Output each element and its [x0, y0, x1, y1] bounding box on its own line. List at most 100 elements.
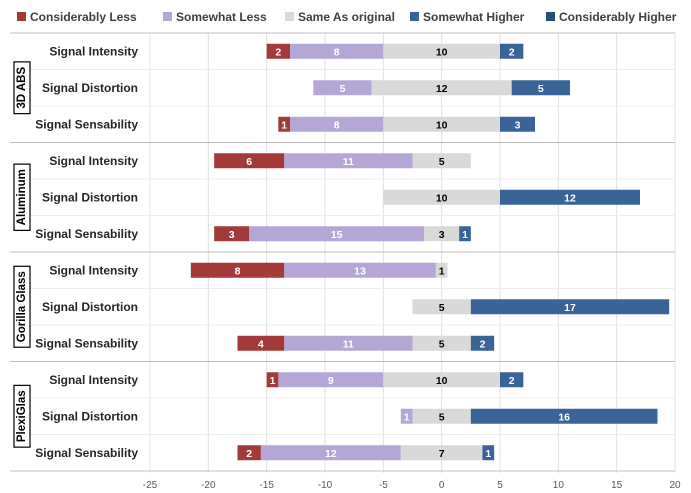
bar-somewhat-higher	[500, 372, 524, 388]
data-label: 5	[439, 302, 445, 314]
bar-same-as-original	[412, 299, 471, 315]
bar-somewhat-higher	[500, 189, 640, 205]
bar-somewhat-higher	[482, 445, 495, 461]
bar-same-as-original	[383, 189, 500, 205]
x-tick-label: -25	[143, 480, 158, 491]
x-tick-label: 0	[439, 480, 445, 491]
row-label: Signal Intensity	[49, 263, 138, 277]
x-tick-label: -20	[201, 480, 216, 491]
data-label: 15	[331, 229, 343, 241]
x-tick-label: -10	[318, 480, 333, 491]
group-label-box	[13, 384, 31, 448]
bar-somewhat-higher	[470, 335, 495, 351]
group-label-box	[13, 163, 31, 231]
legend: Considerably Less Somewhat Less Same As or…	[17, 10, 677, 24]
group-labels: 3D ABS Aluminum Gorilla Glass PlexiGlas	[13, 61, 31, 448]
data-label: 10	[436, 192, 448, 204]
data-label: 10	[436, 375, 448, 387]
row-label: Signal Distortion	[42, 81, 138, 95]
data-label: 3	[439, 229, 445, 241]
gridlines	[149, 33, 676, 473]
group-label-3d-abs: 3D ABS	[16, 67, 28, 109]
bar-same-as-original	[383, 372, 500, 388]
data-label: 1	[439, 265, 445, 277]
x-tick-label: 5	[497, 480, 503, 491]
data-label: 8	[334, 46, 340, 58]
data-label: 2	[275, 46, 281, 58]
row-label: Signal Sensability	[35, 446, 138, 460]
data-label: 5	[439, 411, 445, 423]
bar-somewhat-less	[290, 43, 384, 59]
row-label: Signal Distortion	[42, 300, 138, 314]
bar-somewhat-less	[313, 80, 372, 96]
bar-same-as-original	[424, 226, 460, 242]
bar-same-as-original	[371, 80, 512, 96]
data-label: 5	[340, 83, 346, 95]
row-label: Signal Sensability	[35, 227, 138, 241]
bar-considerably-less	[214, 226, 250, 242]
data-label: 3	[515, 119, 521, 131]
row-label: Signal Sensability	[35, 336, 138, 350]
data-label: 1	[462, 229, 468, 241]
row-label: Signal Intensity	[49, 154, 138, 168]
data-label: 11	[343, 156, 354, 168]
data-label: 6	[246, 156, 252, 168]
legend-label-considerably-less: Considerably Less	[30, 10, 137, 24]
data-label: 8	[235, 265, 241, 277]
row-label: Signal Intensity	[49, 373, 138, 387]
data-label: 11	[343, 338, 354, 350]
data-label: 10	[436, 46, 448, 58]
bar-same-as-original	[412, 335, 471, 351]
bar-considerably-less	[278, 116, 290, 132]
bar-same-as-original	[383, 43, 500, 59]
data-label: 13	[354, 265, 366, 277]
bar-somewhat-less	[284, 335, 413, 351]
bar-somewhat-higher	[459, 226, 471, 242]
bar-same-as-original	[400, 445, 483, 461]
bar-somewhat-higher	[500, 43, 524, 59]
data-label: 5	[439, 338, 445, 350]
data-label: 1	[281, 119, 287, 131]
bar-considerably-less	[237, 445, 261, 461]
data-label: 5	[439, 156, 445, 168]
x-tick-label: 15	[611, 480, 623, 491]
data-label: 8	[334, 119, 340, 131]
bar-somewhat-less	[400, 408, 413, 424]
data-label: 12	[325, 448, 337, 460]
bar-considerably-less	[237, 335, 285, 351]
data-label: 9	[328, 375, 334, 387]
x-tick-label: 10	[553, 480, 565, 491]
data-label: 2	[509, 375, 515, 387]
x-tick-label: -15	[259, 480, 274, 491]
legend-swatch-considerably-higher	[546, 12, 555, 21]
row-label: Signal Intensity	[49, 44, 138, 58]
data-label: 10	[436, 119, 448, 131]
data-label: 12	[564, 192, 576, 204]
data-label: 16	[558, 411, 570, 423]
bar-somewhat-less	[249, 226, 425, 242]
bar-same-as-original	[383, 116, 500, 132]
row-labels: Signal Intensity Signal Distortion Signal …	[35, 44, 138, 460]
data-label: 5	[538, 83, 544, 95]
bar-somewhat-higher	[470, 299, 670, 315]
data-label: 2	[480, 338, 486, 350]
data-label: 2	[509, 46, 515, 58]
legend-swatch-same-as-original	[285, 12, 294, 21]
bar-considerably-less	[214, 153, 285, 169]
bar-somewhat-higher	[470, 408, 658, 424]
legend-swatch-somewhat-less	[163, 12, 172, 21]
legend-swatch-considerably-less	[17, 12, 26, 21]
x-tick-label: -5	[379, 480, 388, 491]
row-label: Signal Distortion	[42, 190, 138, 204]
data-label: 3	[229, 229, 235, 241]
bar-somewhat-higher	[500, 116, 535, 132]
row-label: Signal Distortion	[42, 409, 138, 423]
bar-same-as-original	[412, 153, 471, 169]
bar-somewhat-less	[284, 262, 436, 278]
bar-somewhat-less	[290, 116, 384, 132]
data-label: 12	[436, 83, 448, 95]
group-label-box	[13, 61, 31, 115]
bar-considerably-less	[266, 43, 290, 59]
